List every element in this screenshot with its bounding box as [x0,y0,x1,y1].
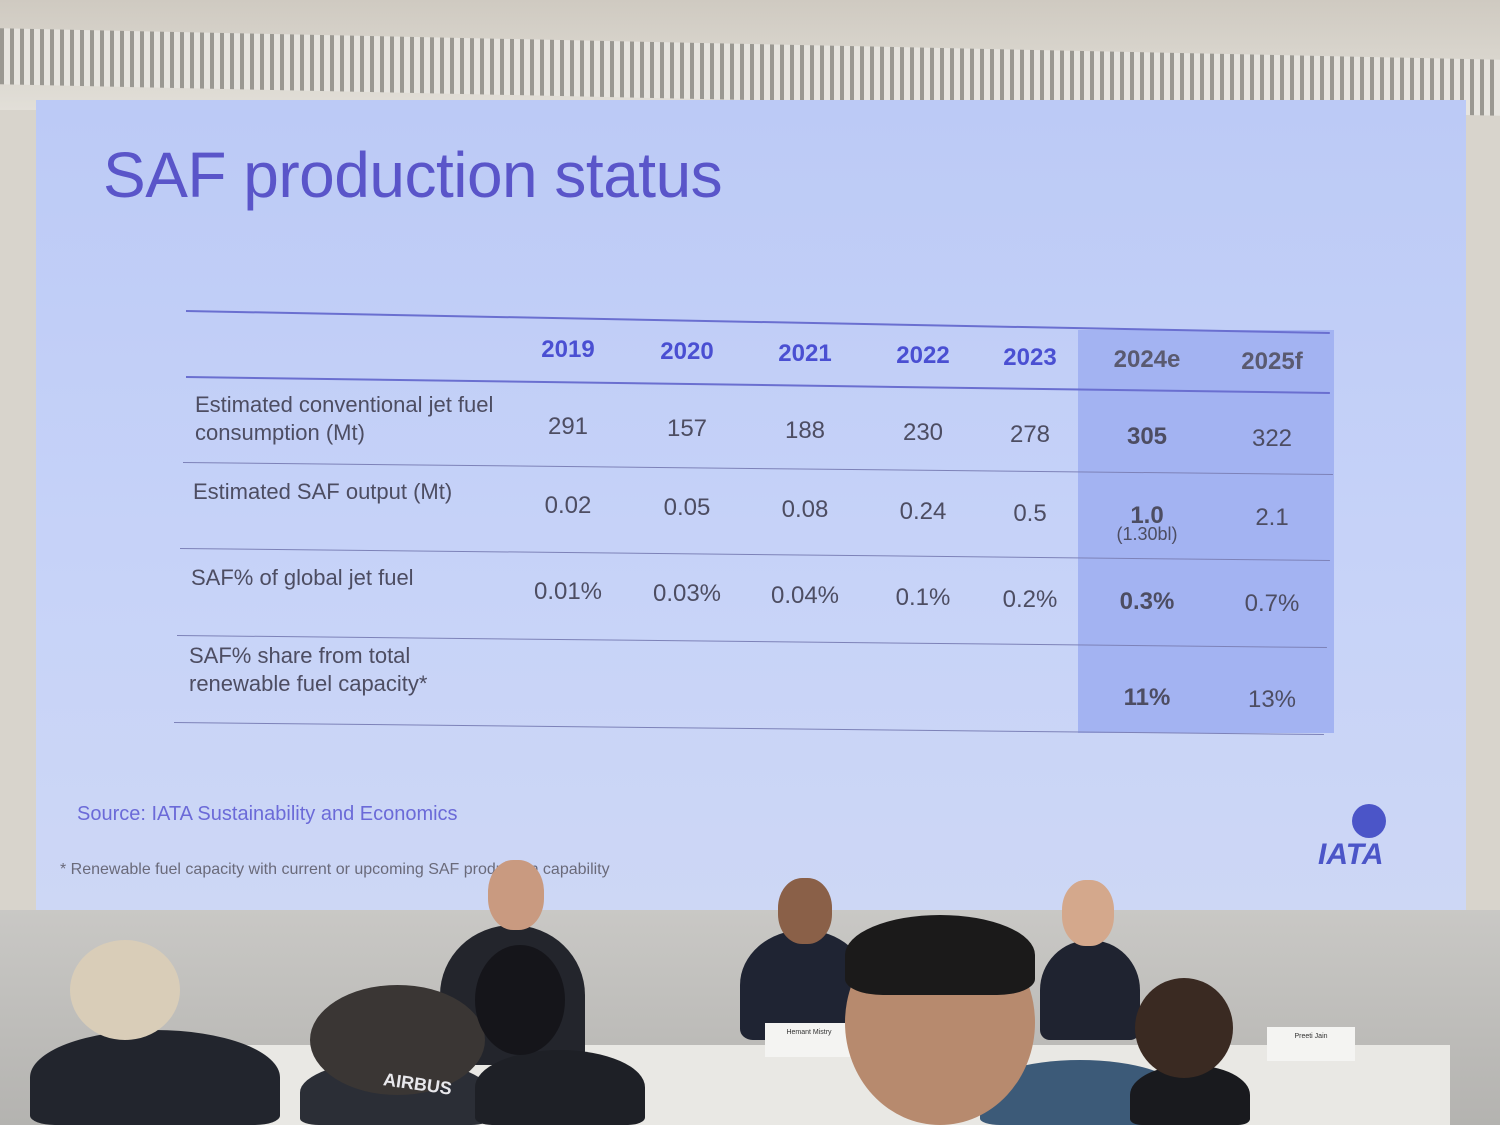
audience [475,1050,645,1125]
column-header: 2021 [778,340,832,367]
cell: 230 [902,419,944,446]
cell: 0.2% [1002,586,1058,613]
cell: 0.5 [1013,500,1047,527]
panelist-head [488,860,544,930]
slide-title: SAF production status [103,139,723,211]
cell: 1.0 [1130,502,1164,529]
highlight-column [1078,330,1334,733]
column-header: 2019 [541,336,595,363]
panelist [1040,940,1140,1040]
cell: 278 [1009,421,1051,448]
audience-head [1135,978,1233,1078]
cell: 2.1 [1255,504,1289,531]
cell: 0.7% [1244,590,1300,617]
cell: 305 [1126,423,1168,450]
footnote: * Renewable fuel capacity with current o… [60,861,610,878]
logo-globe [1352,804,1386,838]
cell: 11% [1123,684,1171,711]
cell-note: (1.30bl) [1116,524,1178,544]
logo: IATA [1318,838,1384,871]
audience [30,1030,280,1125]
audience-head [70,940,180,1040]
column-header: 2025f [1241,348,1303,375]
cell: 0.03% [652,580,722,607]
cell: 0.02 [544,492,592,519]
cell: 0.3% [1119,588,1175,615]
row-label: Estimated SAF output (Mt) [193,479,453,504]
column-header: 2022 [896,342,950,369]
cell: 0.1% [895,584,951,611]
cell: 0.01% [533,578,603,605]
row-label: Estimated conventional jet fuel consumpt… [195,392,494,445]
panelist-head [778,878,832,944]
panelist-head [1062,880,1114,946]
cell: 0.24 [899,498,947,525]
source: Source: IATA Sustainability and Economic… [77,803,458,825]
cell: 0.04% [770,582,840,609]
row-label: SAF% share from total renewable fuel cap… [189,643,428,696]
column-header: 2024e [1113,346,1181,373]
cell: 322 [1251,425,1293,452]
cell: 188 [784,417,826,444]
cell: 157 [666,415,708,442]
column-header: 2020 [660,338,714,365]
audience-head [475,945,565,1055]
name-plate: Hemant Mistry [765,1023,853,1057]
cell: 0.05 [663,494,711,521]
cell: 0.08 [781,496,829,523]
row-label: SAF% of global jet fuel [191,565,414,590]
audience-head [310,985,485,1095]
audience-hair [845,915,1035,995]
cell: 13% [1247,686,1297,713]
name-plate: Preeti Jain [1267,1027,1355,1061]
cell: 291 [547,413,589,440]
column-header: 2023 [1003,344,1057,371]
